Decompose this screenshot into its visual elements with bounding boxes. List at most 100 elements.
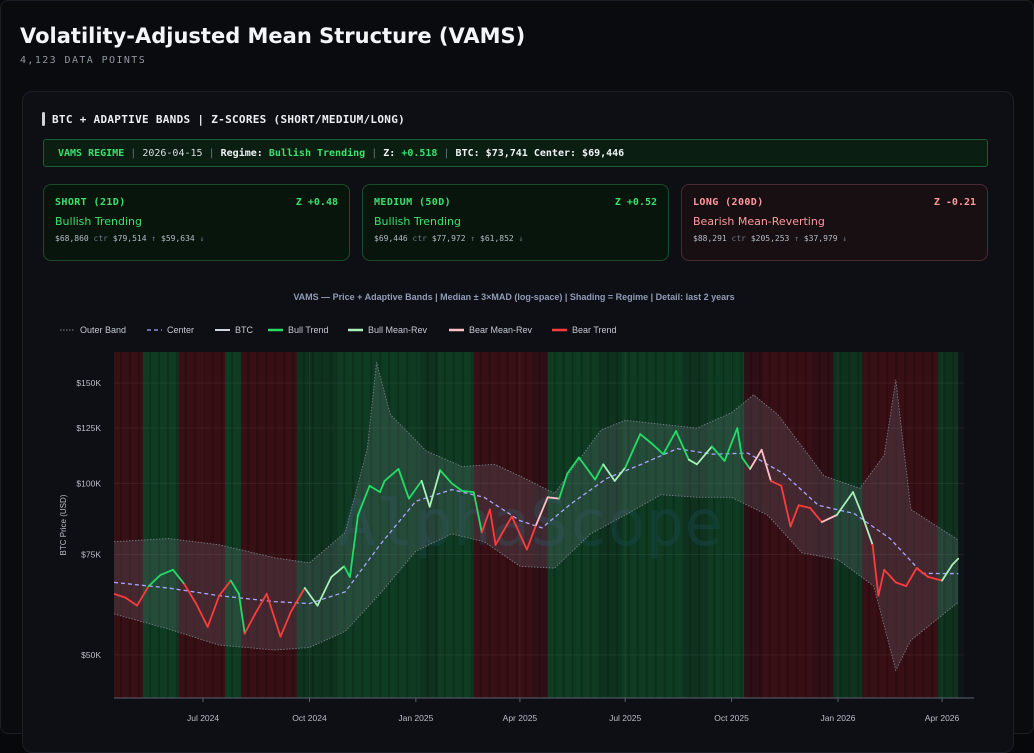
btc-segment	[905, 567, 918, 587]
regime-stripe	[497, 352, 500, 698]
y-axis: $50K $75K $100K $125K $150K	[76, 378, 101, 660]
legend-item-label: Bear Mean-Rev	[469, 325, 533, 335]
regime-shade-bear-meanrev	[744, 352, 763, 698]
regime-stripe	[672, 352, 675, 698]
regime-stripe	[562, 352, 565, 698]
regime-stripe	[868, 352, 871, 698]
btc-segment	[420, 479, 431, 508]
regime-stripe	[839, 352, 842, 698]
btc-segment	[480, 508, 491, 534]
btc-segment	[652, 443, 665, 456]
banner-z-key: Z:	[383, 147, 396, 159]
regime-stripe	[904, 352, 907, 698]
regime-stripe	[256, 352, 259, 698]
regime-stripe	[848, 352, 851, 698]
btc-segment	[303, 587, 319, 607]
regime-shade-bear-trend	[862, 352, 938, 698]
card-band-values: $69,446 ctr $77,972 ↑ $61,852 ↓	[374, 234, 656, 243]
regime-shade-bull-trend	[142, 352, 179, 698]
btc-segment	[407, 479, 423, 500]
btc-segment	[218, 579, 232, 597]
arrow-up-icon: ↑	[470, 234, 476, 243]
card-ctr-label: ctr	[731, 234, 746, 243]
btc-segment	[183, 583, 198, 605]
card-band-values: $68,860 ctr $79,514 ↑ $59,634 ↓	[55, 234, 337, 243]
regime-shade-bull-trend	[621, 352, 683, 698]
btc-segment	[797, 504, 812, 509]
legend-item-label: Bull Trend	[288, 325, 329, 335]
regime-stripe	[435, 352, 438, 698]
regime-stripe	[379, 352, 382, 698]
regime-stripe	[302, 352, 305, 698]
regime-stripe	[895, 352, 898, 698]
banner-label: VAMS REGIME	[58, 147, 125, 159]
card-long: LONG (200D) Z -0.21 Bearish Mean-Reverti…	[681, 184, 988, 261]
btc-segment	[428, 469, 442, 508]
btc-segment	[951, 557, 960, 566]
card-ctr-label: ctr	[412, 234, 427, 243]
vams-chart[interactable]: VAMS — Price + Adaptive Bands | Median ±…	[0, 0, 1034, 734]
btc-segment	[820, 514, 838, 523]
regime-stripe	[193, 352, 196, 698]
btc-segment	[696, 445, 713, 466]
btc-segment	[488, 508, 497, 546]
btc-segment	[254, 592, 268, 615]
regime-stripe	[311, 352, 314, 698]
regime-shading	[114, 352, 964, 698]
btc-segment	[749, 448, 763, 470]
arrow-down-icon: ↓	[842, 234, 848, 243]
btc-segment	[558, 472, 569, 500]
banner-sep: |	[443, 147, 450, 159]
card-lower-value: $61,852	[480, 234, 514, 243]
card-medium: MEDIUM (50D) Z +0.52 Bullish Trending $6…	[362, 184, 669, 261]
regime-stripe	[461, 352, 464, 698]
regime-stripe	[636, 352, 639, 698]
regime-stripe	[538, 352, 541, 698]
y-tick-label: $150K	[76, 378, 101, 388]
btc-segment	[368, 484, 381, 494]
legend-item-label: Center	[167, 325, 194, 335]
watermark-text: AlphaScope	[337, 487, 722, 561]
outer-band-lower	[114, 494, 959, 672]
btc-segment	[494, 515, 513, 546]
regime-stripe	[663, 352, 666, 698]
btc-segment	[760, 448, 772, 482]
regime-shade-bull-trend	[337, 352, 421, 698]
banner-center-key: Center:	[533, 147, 577, 159]
card-upper-value: $79,514	[112, 234, 147, 243]
btc-segment	[809, 507, 823, 523]
y-tick-label: $125K	[76, 423, 101, 433]
regime-stripe	[777, 352, 780, 698]
btc-segment	[124, 596, 139, 607]
x-tick-label: Apr 2025	[503, 713, 538, 723]
regime-stripe	[606, 352, 609, 698]
btc-segment	[172, 568, 186, 586]
regime-stripe	[148, 352, 151, 698]
regime-shade-bear-meanrev	[532, 352, 548, 698]
banner-sep: |	[130, 147, 137, 159]
regime-stripe	[406, 352, 409, 698]
card-title: LONG (200D)	[693, 197, 764, 208]
regime-stripe	[361, 352, 364, 698]
arrow-up-icon: ↑	[151, 234, 157, 243]
regime-stripe	[750, 352, 753, 698]
banner-sep: |	[208, 147, 215, 159]
banner-z-value: +0.518	[401, 147, 438, 159]
regime-shade-bull-meanrev	[682, 352, 708, 698]
regime-stripe	[370, 352, 373, 698]
card-regime-state: Bullish Trending	[374, 215, 462, 228]
btc-segment	[877, 568, 886, 597]
regime-stripe	[292, 352, 295, 698]
btc-segment	[662, 430, 677, 456]
arrow-down-icon: ↓	[518, 234, 524, 243]
regime-stripe	[120, 352, 122, 698]
y-tick-label: $50K	[81, 650, 101, 660]
btc-segment	[723, 427, 739, 462]
regime-stripe	[759, 352, 762, 698]
card-upper-value: $77,972	[431, 234, 466, 243]
regime-stripe	[731, 352, 734, 698]
chart-legend[interactable]: Outer Band Center BTC Bull Trend Bull Mean-R…	[60, 325, 617, 335]
btc-segment	[279, 610, 292, 638]
banner-btc-key: BTC:	[455, 147, 480, 159]
regime-shade-bear-meanrev	[812, 352, 834, 698]
